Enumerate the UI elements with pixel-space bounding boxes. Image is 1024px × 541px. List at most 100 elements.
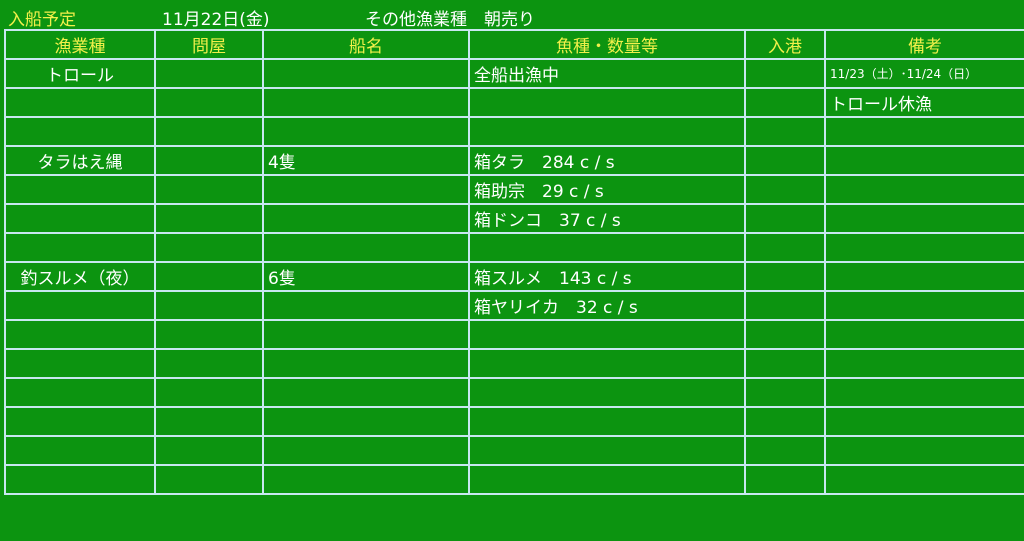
cell-species-quantity: 全船出漁中 [468,58,746,89]
cell-remarks [824,435,1024,466]
table-row [4,232,1024,263]
cell-wholesaler [154,290,264,321]
cell-arrival [744,232,826,263]
cell-vessel [262,290,470,321]
cell-wholesaler [154,319,264,350]
board-title-bar: 入船予定 11月22日(金) その他漁業種 朝売り [0,0,1024,30]
table-row: トロール 全船出漁中 11/23（土）･11/24（日） [4,58,1024,89]
cell-vessel [262,406,470,437]
cell-fishery-type [4,406,156,437]
table-header: 漁業種 問屋 船名 魚種・数量等 入港 備考 [4,29,1024,60]
table-row [4,406,1024,437]
cell-fishery-type [4,174,156,205]
cell-wholesaler [154,406,264,437]
cell-species-quantity: 箱ヤリイカ 32 c / s [468,290,746,321]
cell-vessel [262,203,470,234]
cell-remarks [824,232,1024,263]
cell-wholesaler [154,232,264,263]
cell-species-quantity: 箱ドンコ 37 c / s [468,203,746,234]
cell-vessel [262,116,470,147]
board-category: その他漁業種 朝売り [365,10,535,30]
cell-remarks [824,406,1024,437]
cell-arrival [744,377,826,408]
table-row: 釣スルメ（夜） 6隻 箱スルメ 143 c / s [4,261,1024,292]
cell-fishery-type: タラはえ縄 [4,145,156,176]
table-row: トロール休漁 [4,87,1024,118]
cell-species-quantity [468,406,746,437]
cell-vessel [262,58,470,89]
cell-species-quantity [468,319,746,350]
cell-species-quantity: 箱スルメ 143 c / s [468,261,746,292]
cell-fishery-type [4,348,156,379]
table-row [4,116,1024,147]
column-header-fishery-type: 漁業種 [4,29,156,60]
cell-vessel [262,348,470,379]
cell-arrival [744,406,826,437]
cell-species-quantity [468,116,746,147]
cell-species-quantity: 箱助宗 29 c / s [468,174,746,205]
cell-fishery-type [4,290,156,321]
cell-species-quantity [468,377,746,408]
table-row [4,348,1024,379]
cell-species-quantity [468,232,746,263]
cell-fishery-type [4,464,156,495]
cell-species-quantity [468,464,746,495]
cell-arrival [744,290,826,321]
cell-wholesaler [154,261,264,292]
cell-arrival [744,145,826,176]
cell-fishery-type [4,87,156,118]
cell-arrival [744,203,826,234]
cell-remarks: 11/23（土）･11/24（日） [824,58,1024,89]
cell-vessel [262,435,470,466]
cell-wholesaler [154,174,264,205]
cell-fishery-type: 釣スルメ（夜） [4,261,156,292]
cell-vessel [262,319,470,350]
table-row: 箱ヤリイカ 32 c / s [4,290,1024,321]
cell-wholesaler [154,377,264,408]
table-row: タラはえ縄 4隻 箱タラ 284 c / s [4,145,1024,176]
cell-vessel [262,174,470,205]
cell-arrival [744,58,826,89]
column-header-arrival: 入港 [744,29,826,60]
cell-remarks [824,464,1024,495]
cell-fishery-type [4,203,156,234]
cell-vessel [262,232,470,263]
table-row: 箱助宗 29 c / s [4,174,1024,205]
cell-species-quantity [468,87,746,118]
column-header-wholesaler: 問屋 [154,29,264,60]
cell-remarks: トロール休漁 [824,87,1024,118]
cell-species-quantity [468,435,746,466]
cell-vessel: 6隻 [262,261,470,292]
cell-remarks [824,116,1024,147]
cell-fishery-type [4,435,156,466]
cell-wholesaler [154,435,264,466]
cell-arrival [744,435,826,466]
cell-arrival [744,116,826,147]
cell-arrival [744,174,826,205]
cell-remarks [824,145,1024,176]
cell-vessel [262,464,470,495]
cell-species-quantity [468,348,746,379]
cell-wholesaler [154,145,264,176]
arrival-schedule-table: 漁業種 問屋 船名 魚種・数量等 入港 備考 トロール 全船出漁中 11/23（土）･11/2… [4,29,1024,495]
table-row [4,377,1024,408]
cell-fishery-type: トロール [4,58,156,89]
table-row [4,319,1024,350]
cell-wholesaler [154,464,264,495]
table-row [4,435,1024,466]
column-header-vessel: 船名 [262,29,470,60]
cell-wholesaler [154,203,264,234]
cell-fishery-type [4,116,156,147]
table-row [4,464,1024,495]
cell-vessel [262,87,470,118]
column-header-remarks: 備考 [824,29,1024,60]
board-title: 入船予定 [8,10,76,30]
cell-arrival [744,319,826,350]
cell-species-quantity: 箱タラ 284 c / s [468,145,746,176]
cell-remarks [824,348,1024,379]
cell-wholesaler [154,348,264,379]
cell-remarks [824,174,1024,205]
cell-wholesaler [154,87,264,118]
cell-remarks [824,290,1024,321]
board-date: 11月22日(金) [162,10,270,30]
